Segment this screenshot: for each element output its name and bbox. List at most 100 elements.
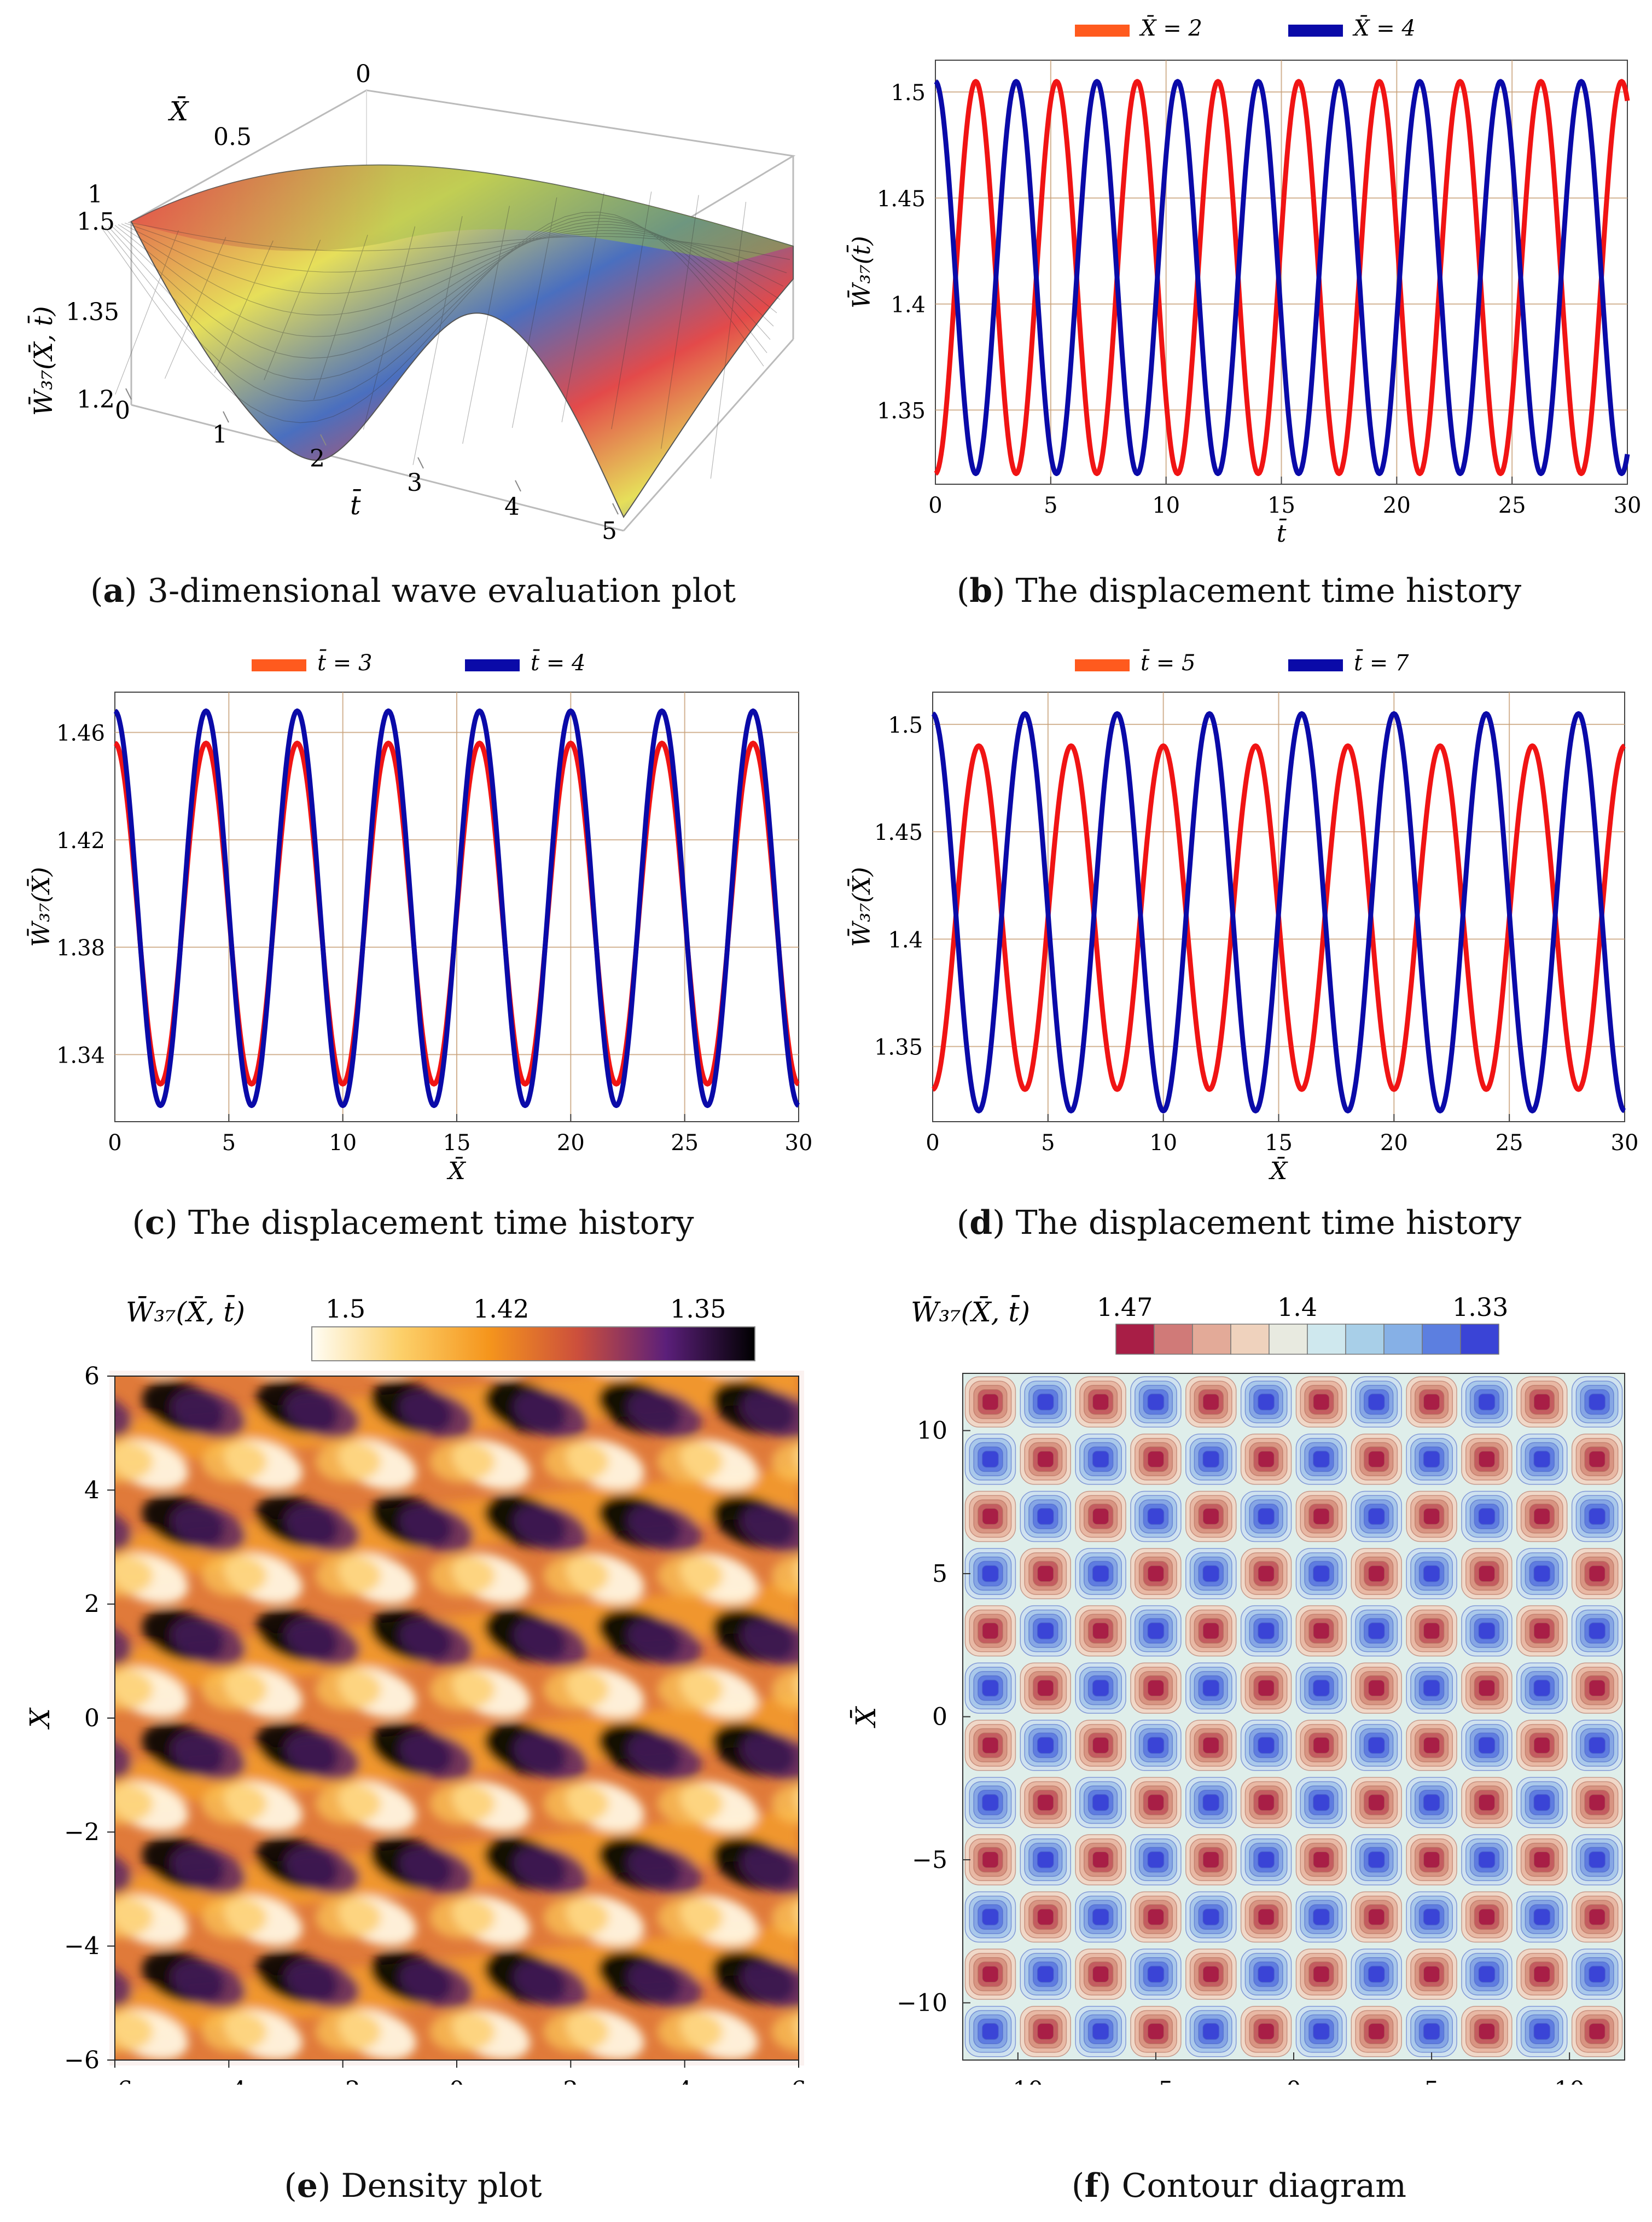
series-line-2 xyxy=(934,79,1630,477)
caption-c: (c) The displacement time history xyxy=(132,1204,694,1242)
colorbar-swatch xyxy=(1154,1324,1193,1355)
x-tick-label: 3 xyxy=(407,469,422,497)
colorbar-swatch xyxy=(1115,1324,1155,1355)
y-tick-label: 0 xyxy=(932,1703,947,1731)
legend-label: X̄ = 2 xyxy=(1139,15,1202,41)
line-chart-c: 0 5 10 15 20 25 30 1.34 1.38 1.42 1.46 t̄ = 3 t̄ = 4… xyxy=(26,649,813,1185)
y-axis-label: W̄₃₇(X̄) xyxy=(847,867,876,947)
y-tick-label: 1.45 xyxy=(877,187,926,212)
legend-label: t̄ = 7 xyxy=(1354,649,1409,676)
plot-area xyxy=(963,1373,1625,2060)
y-tick-label: 1.35 xyxy=(877,398,926,423)
wave-surface-top xyxy=(131,165,793,263)
y-tick-label: 1.42 xyxy=(56,828,105,854)
colorbar-tick-1-5: 1.5 xyxy=(325,1294,365,1324)
x-tick-label: 10 xyxy=(1152,493,1180,518)
legend-swatch xyxy=(465,659,520,671)
x-tick-label: 0 xyxy=(928,493,942,518)
y-tick-0: 0 xyxy=(356,60,371,88)
z-tick-1-5: 1.5 xyxy=(77,208,115,236)
x-tick-label: 25 xyxy=(1498,493,1526,518)
y-axis-label: W̄₃₇(t̄) xyxy=(846,236,876,309)
colorbar-swatch xyxy=(1230,1324,1270,1355)
x-tick-label: 0 xyxy=(1286,2076,1301,2085)
x-tick-label: −4 xyxy=(211,2076,247,2085)
x-tick-label: 4 xyxy=(677,2076,693,2085)
legend: t̄ = 5 t̄ = 7 xyxy=(1075,649,1409,676)
y-tick-label: 1.35 xyxy=(874,1035,923,1060)
colorbar-swatch xyxy=(1345,1324,1385,1355)
y-tick-label: 0 xyxy=(84,1704,100,1732)
caption-b: (b) The displacement time history xyxy=(956,572,1522,610)
colorbar-tick-1-4: 1.4 xyxy=(1277,1292,1317,1322)
colorbar-swatch xyxy=(1192,1324,1231,1355)
colorbar-tick-1-35: 1.35 xyxy=(670,1294,726,1324)
y-tick-label: 1.4 xyxy=(891,293,926,318)
x-tick-label: 0 xyxy=(926,1130,939,1156)
y-tick-label: 1.45 xyxy=(874,820,923,845)
y-tick-label: 2 xyxy=(84,1591,100,1618)
y-tick-label: 1.38 xyxy=(56,936,105,961)
legend-swatch xyxy=(252,659,306,671)
series-line-1 xyxy=(934,79,1630,477)
colorbar-swatch xyxy=(1269,1324,1308,1355)
legend-label: t̄ = 4 xyxy=(531,649,585,676)
colorbar-swatch xyxy=(1307,1324,1346,1355)
colorbar xyxy=(311,1326,755,1361)
x-axis-label: t̄ xyxy=(350,489,361,521)
x-tick-label: 5 xyxy=(222,1130,236,1156)
x-tick-label: 2 xyxy=(563,2076,578,2085)
colorbar-swatch xyxy=(1383,1324,1423,1355)
colorbar-tick-1-42: 1.42 xyxy=(473,1294,529,1324)
contour-plot: W̄₃₇(X̄, t̄) 1.47 1.4 1.33 −10 −5 0 5 10 −10 −… xyxy=(850,1292,1625,2085)
z-tick-1-2: 1.2 xyxy=(77,386,115,414)
x-tick-label: −6 xyxy=(97,2076,133,2085)
legend-label: t̄ = 5 xyxy=(1141,649,1195,676)
line-chart-b: 0 5 10 15 20 25 30 1.35 1.4 1.45 1.5 X̄ = 2 X̄ = 4 t̄… xyxy=(846,15,1642,547)
y-tick-label: 4 xyxy=(84,1476,100,1504)
x-tick-label: 5 xyxy=(602,517,617,545)
y-tick-label: 1.34 xyxy=(56,1043,105,1068)
x-tick-label: −10 xyxy=(992,2076,1043,2085)
colorbar-swatch xyxy=(1460,1324,1499,1355)
y-axis-label: X̄ xyxy=(27,1707,56,1730)
x-axis-label: X̄ xyxy=(446,1156,466,1185)
colorbar-tick-1-33: 1.33 xyxy=(1452,1292,1508,1322)
x-tick-label: 0 xyxy=(108,1130,121,1156)
x-tick-label: 2 xyxy=(310,445,325,473)
z-axis-label: W̄₃₇(X̄, t̄) xyxy=(27,306,58,416)
y-axis-label: W̄₃₇(X̄) xyxy=(26,867,55,947)
y-tick-1: 1 xyxy=(88,181,103,208)
x-tick-label: 15 xyxy=(443,1130,471,1156)
x-tick-label: 30 xyxy=(785,1130,813,1156)
x-tick-label: 20 xyxy=(557,1130,585,1156)
x-tick-label: 25 xyxy=(671,1130,699,1156)
x-tick-label: 1 xyxy=(212,421,228,449)
legend: X̄ = 2 X̄ = 4 xyxy=(1075,15,1416,41)
x-tick-label: 30 xyxy=(1614,493,1642,518)
density-plot: W̄₃₇(X̄, t̄) 1.5 1.42 1.35 −6 −4 −2 0 2 4 6 −6 −… xyxy=(27,1294,806,2085)
y-tick-label: 1.46 xyxy=(56,721,105,746)
y-tick-label: −10 xyxy=(897,1989,947,2017)
x-tick-label: −2 xyxy=(325,2076,360,2085)
x-tick-label: 10 xyxy=(1149,1130,1177,1156)
legend-swatch xyxy=(1288,25,1343,37)
x-tick-label: 5 xyxy=(1424,2076,1439,2085)
x-tick-label: 20 xyxy=(1380,1130,1408,1156)
contour-field xyxy=(964,1376,1623,2057)
colorbar-label: W̄₃₇(X̄, t̄) xyxy=(911,1295,1030,1328)
legend-swatch xyxy=(1075,659,1130,671)
y-axis-label: X̄ xyxy=(167,95,189,127)
caption-f: (f) Contour diagram xyxy=(1071,2167,1407,2205)
x-tick-label: 0 xyxy=(115,397,130,425)
legend: t̄ = 3 t̄ = 4 xyxy=(252,649,585,676)
x-tick-label: 5 xyxy=(1041,1130,1055,1156)
y-tick-label: 10 xyxy=(917,1417,947,1445)
caption-a: (a) 3-dimensional wave evaluation plot xyxy=(90,572,736,610)
y-tick-label: −6 xyxy=(64,2046,100,2074)
x-tick-label: 15 xyxy=(1267,493,1295,518)
x-tick-label: 10 xyxy=(1554,2076,1585,2085)
y-tick-label: 5 xyxy=(932,1560,947,1588)
caption-d: (d) The displacement time history xyxy=(956,1204,1522,1242)
y-tick-label: −4 xyxy=(64,1933,100,1960)
